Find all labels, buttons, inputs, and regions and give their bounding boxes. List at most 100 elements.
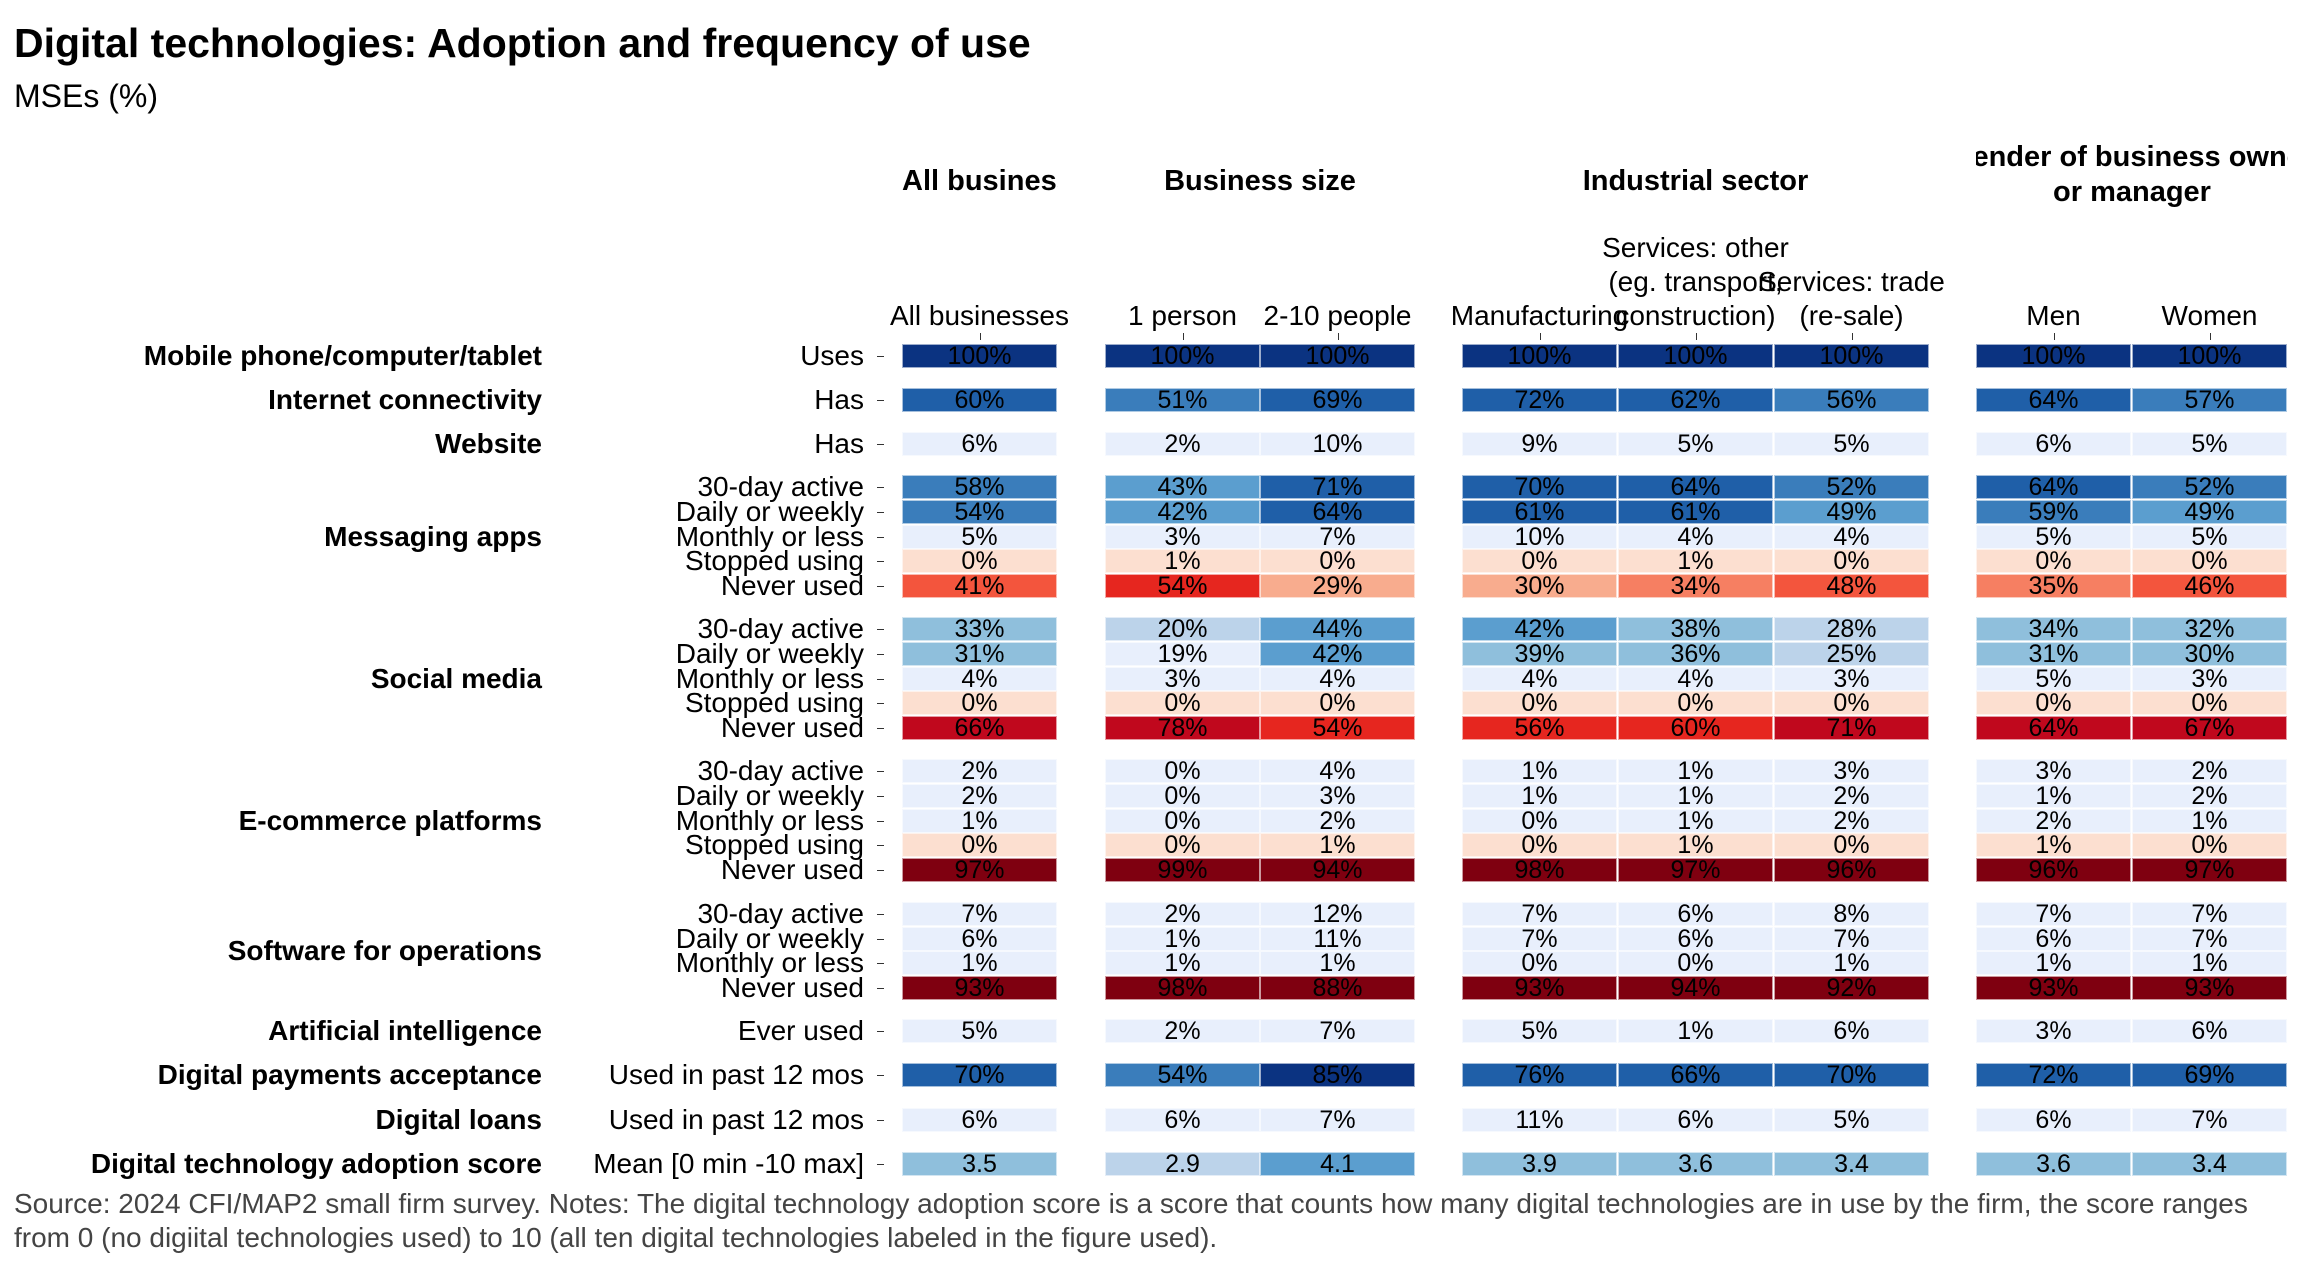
heatmap-cell: 98% [1462,856,1617,884]
heatmap-cell: 1% [1462,757,1617,785]
y-tick [877,400,884,401]
heatmap-cell: 6% [1618,900,1773,928]
heatmap-cell: 2% [1105,430,1260,458]
row-label: Never used [720,712,864,743]
heatmap-cell: 60% [1618,714,1773,742]
heatmap-cell: 4.1 [1260,1150,1415,1178]
heatmap-cell: 1% [1976,949,2131,977]
heatmap-cell: 2% [1774,807,1929,835]
heatmap-cell: 1% [1774,949,1929,977]
row-label: Daily or weekly [675,780,864,811]
y-tick [877,679,884,680]
x-tick [1851,333,1853,340]
heatmap-cell: 3.6 [1976,1150,2131,1178]
row-label: 30-day active [697,613,864,644]
heatmap-cell: 99% [1105,856,1260,884]
heatmap-cell: 66% [1618,1061,1773,1089]
y-tick [877,654,884,655]
heatmap-cell: 70% [1774,1061,1929,1089]
heatmap-cell: 3.4 [1774,1150,1929,1178]
heatmap-cell: 7% [902,900,1057,928]
heatmap-cell: 52% [2132,473,2287,501]
panel-title-all: All businesses [902,165,1058,197]
heatmap-cell: 3% [1260,782,1415,810]
heatmap-cell: 7% [1774,925,1929,953]
heatmap-cell: 70% [1462,473,1617,501]
heatmap-cell: 19% [1105,640,1260,668]
heatmap-cell: 36% [1618,640,1773,668]
heatmap-cell: 64% [1976,386,2131,414]
heatmap-cell: 70% [902,1061,1057,1089]
column-label: Services: other (eg. transport, constructi… [1602,232,1789,331]
y-tick [877,487,884,488]
heatmap-cell: 0% [1105,782,1260,810]
chart-title: Digital technologies: Adoption and frequ… [14,20,1031,66]
heatmap-cell: 3% [1976,757,2131,785]
heatmap-cell: 7% [2132,925,2287,953]
group-label: Digital technology adoption score [90,1148,542,1179]
heatmap-cell: 0% [1105,807,1260,835]
heatmap-cell: 10% [1260,430,1415,458]
heatmap-cell: 5% [1462,1017,1617,1045]
heatmap-cell: 59% [1976,498,2131,526]
heatmap-cell: 1% [1618,782,1773,810]
row-label: Never used [720,854,864,885]
row-label: Daily or weekly [675,496,864,527]
y-tick [877,537,884,538]
heatmap-cell: 35% [1976,572,2131,600]
heatmap-cell: 6% [1105,1106,1260,1134]
y-tick [877,963,884,964]
heatmap-cell: 1% [1976,831,2131,859]
heatmap-cell: 1% [1618,757,1773,785]
heatmap-cell: 7% [1462,925,1617,953]
heatmap-cell: 5% [2132,430,2287,458]
heatmap-cell: 100% [1462,342,1617,370]
panel-title-size: Business size [1164,165,1356,197]
heatmap-cell: 100% [1976,342,2131,370]
heatmap-cell: 6% [1618,925,1773,953]
x-tick [1337,333,1339,340]
heatmap-cell: 2.9 [1105,1150,1260,1178]
row-label: 30-day active [697,898,864,929]
heatmap-cell: 29% [1260,572,1415,600]
heatmap-cell: 0% [1462,949,1617,977]
heatmap-cell: 6% [1976,1106,2131,1134]
heatmap-cell: 1% [902,949,1057,977]
heatmap-cell: 56% [1774,386,1929,414]
heatmap-cell: 5% [2132,523,2287,551]
y-tick [877,914,884,915]
heatmap-cell: 98% [1105,974,1260,1002]
heatmap-cell: 5% [1774,1106,1929,1134]
heatmap-cell: 54% [902,498,1057,526]
heatmap-cell: 100% [1105,342,1260,370]
heatmap-cell: 0% [1774,689,1929,717]
row-label: Mean [0 min -10 max] [593,1148,864,1179]
heatmap-cell: 0% [1462,807,1617,835]
heatmap-cell: 1% [1105,949,1260,977]
group-label: Digital loans [375,1104,542,1135]
heatmap-cell: 97% [1618,856,1773,884]
heatmap-cell: 11% [1462,1106,1617,1134]
heatmap-cell: 58% [902,473,1057,501]
heatmap-cell: 54% [1105,572,1260,600]
group-label: Social media [370,662,542,694]
heatmap-cell: 93% [1976,974,2131,1002]
x-tick [1539,333,1541,340]
source-note: Source: 2024 CFI/MAP2 small firm survey.… [14,1188,2248,1253]
heatmap-cell: 0% [1260,547,1415,575]
heatmap-cell: 42% [1105,498,1260,526]
column-label: Services: trade (re-sale) [1758,266,1945,331]
heatmap-cell: 6% [1976,925,2131,953]
group-label: Mobile phone/computer/tablet [143,340,542,371]
heatmap-cell: 6% [902,430,1057,458]
heatmap-cell: 72% [1462,386,1617,414]
heatmap-cell: 46% [2132,572,2287,600]
heatmap-cell: 85% [1260,1061,1415,1089]
y-tick [877,988,884,989]
heatmap-cell: 0% [2132,547,2287,575]
heatmap-cell: 0% [1462,689,1617,717]
heatmap-cell: 71% [1774,714,1929,742]
heatmap-cell: 100% [2132,342,2287,370]
heatmap-cell: 66% [902,714,1057,742]
heatmap-cell: 6% [902,1106,1057,1134]
